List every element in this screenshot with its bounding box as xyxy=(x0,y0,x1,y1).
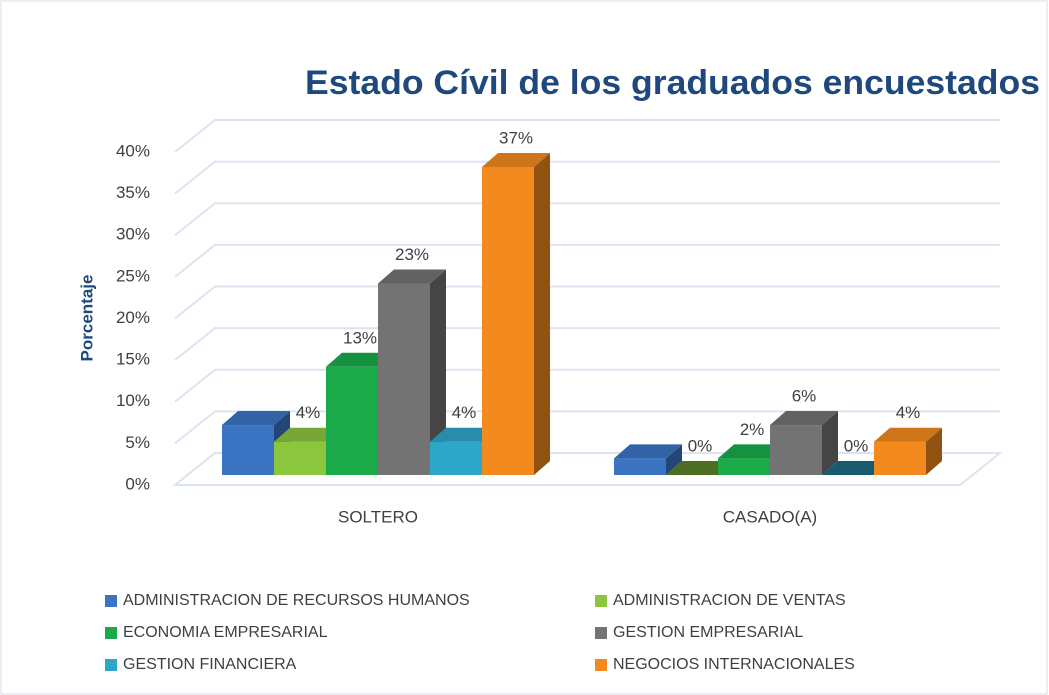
data-label: 37% xyxy=(499,128,533,147)
legend-label: ECONOMIA EMPRESARIAL xyxy=(123,624,328,641)
legend-swatch xyxy=(105,595,117,607)
y-tick-label: 30% xyxy=(116,225,150,244)
bar xyxy=(614,444,682,475)
grid-line xyxy=(174,160,1000,195)
y-tick-label: 35% xyxy=(116,183,150,202)
bar xyxy=(482,152,550,475)
grid-line xyxy=(174,119,1000,153)
data-label: 2% xyxy=(740,420,765,439)
bar-side xyxy=(666,444,682,475)
legend-label: GESTION FINANCIERA xyxy=(123,656,297,673)
y-tick-label: 0% xyxy=(125,474,150,493)
grid-line xyxy=(174,202,1000,237)
grid-line xyxy=(174,410,1000,445)
bar xyxy=(378,269,446,475)
data-label: 13% xyxy=(343,328,377,347)
y-tick-label: 5% xyxy=(125,433,150,452)
bar-front xyxy=(718,458,770,475)
bar-top xyxy=(822,461,890,475)
legend-label: ADMINISTRACION DE VENTAS xyxy=(613,592,846,609)
y-tick-label: 40% xyxy=(116,141,150,160)
bar-front xyxy=(326,366,378,475)
data-label: 0% xyxy=(844,436,869,455)
bar-side xyxy=(926,427,942,475)
legend-label: GESTION EMPRESARIAL xyxy=(613,624,803,641)
bar-side xyxy=(534,152,550,475)
bar-top xyxy=(378,269,446,284)
bar-front xyxy=(770,425,822,475)
grid-line xyxy=(174,285,1000,320)
x-tick-label: CASADO(A) xyxy=(723,507,817,526)
bar xyxy=(874,427,942,475)
bar xyxy=(770,411,838,475)
legend-swatch xyxy=(595,595,607,607)
bar-front xyxy=(222,425,274,475)
bar-top xyxy=(430,427,498,442)
bar-top xyxy=(718,444,786,459)
y-tick-label: 10% xyxy=(116,391,150,410)
data-label: 23% xyxy=(395,245,429,264)
bar-front xyxy=(874,441,926,475)
bar-top xyxy=(770,411,838,426)
legend-label: NEGOCIOS INTERNACIONALES xyxy=(613,656,855,673)
bar-front xyxy=(378,283,430,475)
bar-side xyxy=(430,269,446,475)
grid-line xyxy=(174,327,1000,361)
data-label: 4% xyxy=(452,403,477,422)
bar-side xyxy=(822,411,838,475)
bar-top xyxy=(326,352,394,367)
grid-line xyxy=(174,243,1000,278)
legend-swatch xyxy=(105,659,117,671)
y-tick-label: 20% xyxy=(116,308,150,327)
bar-top xyxy=(874,427,942,442)
y-tick-label: 25% xyxy=(116,266,150,285)
bar-top xyxy=(482,152,550,167)
bar xyxy=(822,461,890,475)
data-label: 6% xyxy=(792,387,817,406)
bar-front xyxy=(430,441,482,475)
chart-title: Estado Cívil de los graduados encuestado… xyxy=(305,64,1040,102)
floor xyxy=(172,452,1003,486)
data-label: 4% xyxy=(896,403,921,422)
bar xyxy=(666,461,734,475)
bar-front xyxy=(274,441,326,475)
legend-swatch xyxy=(105,627,117,639)
legend-label: ADMINISTRACION DE RECURSOS HUMANOS xyxy=(123,592,470,609)
data-label: 4% xyxy=(296,403,321,422)
bar-front xyxy=(614,458,666,475)
y-tick-label: 15% xyxy=(116,350,150,369)
bar-top xyxy=(666,461,734,475)
bar-front xyxy=(482,166,534,475)
bar-top xyxy=(614,444,682,459)
data-label: 0% xyxy=(688,436,713,455)
legend-swatch xyxy=(595,627,607,639)
bar-top xyxy=(274,427,342,442)
y-axis-label: Porcentaje xyxy=(77,275,96,362)
bar-top xyxy=(222,411,290,426)
grid-line xyxy=(174,368,1000,403)
legend-swatch xyxy=(595,659,607,671)
x-tick-label: SOLTERO xyxy=(338,507,418,526)
